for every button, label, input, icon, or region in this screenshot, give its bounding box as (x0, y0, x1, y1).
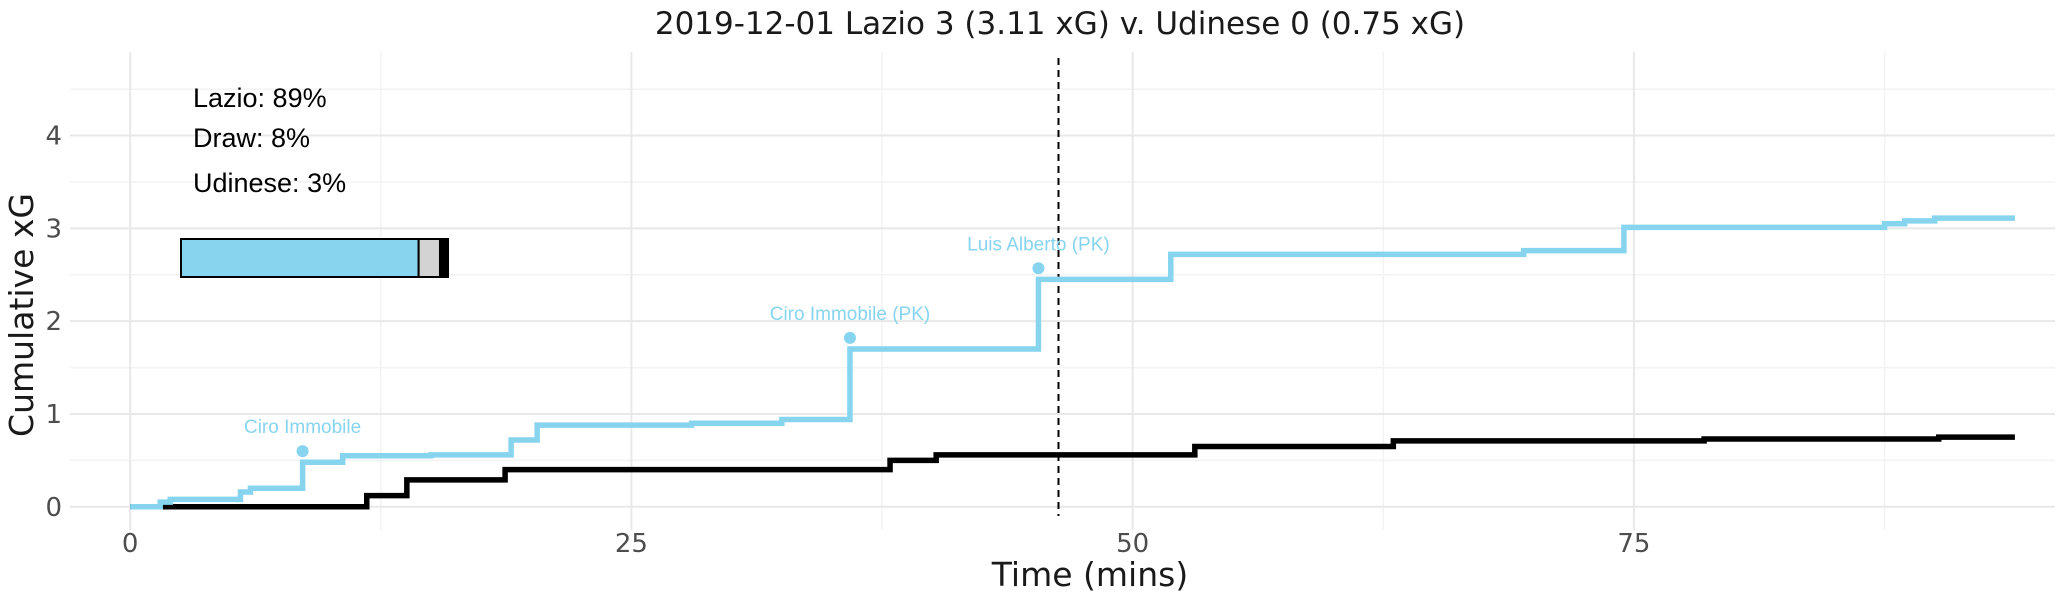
grid-major-lines (70, 52, 2055, 530)
goal-label: Ciro Immobile (244, 417, 361, 438)
y-tick-label: 1 (45, 400, 62, 430)
draw-probability-segment (417, 238, 441, 278)
x-tick-label: 25 (615, 529, 648, 559)
x-axis-ticks: 0 25 50 75 (122, 529, 1651, 559)
home-probability-segment (180, 238, 420, 278)
home-xg-line (130, 215, 2015, 510)
y-tick-label: 2 (45, 307, 62, 337)
xg-series (130, 215, 2015, 510)
away-win-probability: Udinese: 3% (193, 168, 346, 198)
y-axis-ticks: 0 1 2 3 4 (45, 122, 62, 523)
goal-point (1032, 262, 1045, 275)
y-tick-label: 4 (45, 122, 62, 152)
y-axis-title: Cumulative xG (2, 193, 41, 437)
away-xg-line (130, 434, 2015, 510)
chart-title: 2019-12-01 Lazio 3 (3.11 xG) v. Udinese … (655, 6, 1465, 42)
goal-point (296, 445, 309, 458)
goal-point (843, 331, 856, 344)
goal-markers: Ciro Immobile Ciro Immobile (PK) Luis Albe… (244, 234, 1110, 458)
draw-probability: Draw: 8% (193, 123, 310, 153)
probability-bar (180, 238, 449, 278)
x-tick-label: 50 (1116, 529, 1149, 559)
home-win-probability: Lazio: 89% (193, 83, 327, 113)
x-tick-label: 0 (122, 529, 139, 559)
x-tick-label: 75 (1617, 529, 1650, 559)
y-tick-label: 3 (45, 214, 62, 244)
away-probability-segment (438, 238, 449, 278)
y-tick-label: 0 (45, 493, 62, 523)
x-axis-title: Time (mins) (991, 555, 1188, 594)
goal-label: Luis Alberto (PK) (967, 234, 1110, 255)
goal-label: Ciro Immobile (PK) (770, 304, 930, 325)
